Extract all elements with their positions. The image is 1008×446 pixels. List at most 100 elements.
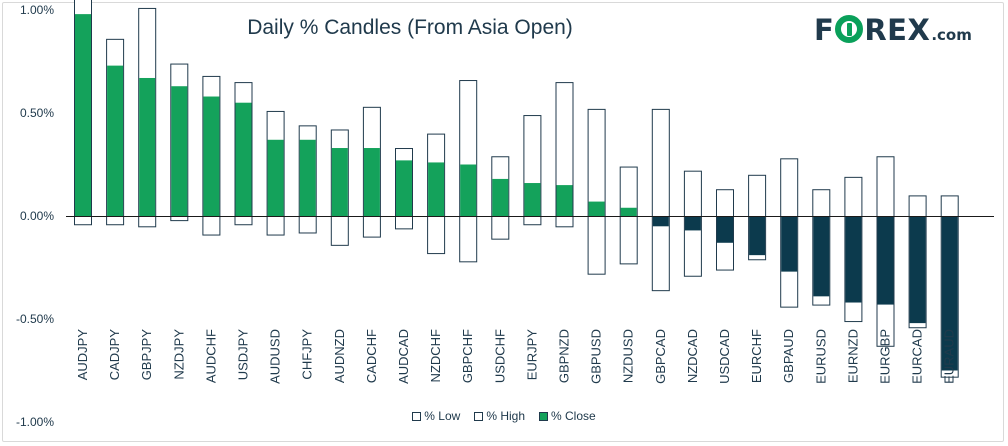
- x-tick-label: GBPCHF: [460, 329, 475, 383]
- bar-close: [171, 86, 188, 216]
- bar-close: [556, 185, 573, 216]
- legend-item-low: % Low: [412, 409, 460, 423]
- forex-logo: F REX .com: [814, 12, 972, 47]
- x-tick-label: EURCHF: [749, 329, 764, 383]
- bar-close: [684, 216, 701, 231]
- bar-low: [651, 216, 670, 292]
- bar-high: [780, 158, 799, 218]
- y-tick-label: 1.00%: [20, 3, 54, 17]
- bar-close: [588, 201, 605, 216]
- x-tick-label: EURGBP: [878, 329, 893, 384]
- x-tick-label: AUDNZD: [332, 329, 347, 383]
- bar-close: [877, 216, 894, 305]
- bar-low: [523, 216, 542, 226]
- legend-item-high: % High: [474, 409, 525, 423]
- y-tick-label: -1.00%: [16, 415, 54, 429]
- bar-close: [396, 160, 412, 216]
- x-tick-label: AUDJPY: [75, 329, 90, 381]
- bar-low: [138, 216, 157, 228]
- bar-low: [298, 216, 317, 234]
- x-tick-label: GBPUSD: [589, 329, 604, 384]
- bar-high: [683, 170, 702, 217]
- bar-low: [362, 216, 381, 238]
- bar-low: [74, 216, 92, 226]
- x-tick-label: NZDCHF: [428, 329, 443, 382]
- x-tick-label: USDJPY: [236, 329, 251, 381]
- bar-close: [813, 216, 830, 297]
- bar-low: [330, 216, 349, 246]
- bar-close: [652, 216, 669, 227]
- x-tick-label: AUDCHF: [203, 329, 218, 383]
- x-tick-label: AUDUSD: [268, 329, 283, 384]
- bar-close: [781, 216, 798, 272]
- x-tick-label: CADJPY: [107, 329, 122, 381]
- bar-close: [909, 216, 926, 324]
- bar-low: [619, 216, 638, 265]
- bar-close: [267, 139, 284, 216]
- x-tick-label: GBPNZD: [557, 329, 572, 383]
- y-tick-label: -0.50%: [16, 312, 54, 326]
- bar-high: [651, 108, 670, 217]
- logo-o-icon: [835, 15, 864, 43]
- bar-close: [524, 183, 541, 216]
- x-tick-label: EURJPY: [524, 329, 539, 381]
- bar-low: [491, 216, 510, 240]
- logo-text-before: F: [814, 13, 835, 47]
- x-tick-label: NZDCAD: [685, 329, 700, 383]
- legend: % Low % High % Close: [0, 409, 1008, 423]
- x-tick-label: GBPJPY: [139, 329, 154, 381]
- legend-swatch-close: [539, 411, 549, 421]
- x-tick-label: GBPCAD: [653, 329, 668, 384]
- chart-title: Daily % Candles (From Asia Open): [247, 16, 573, 39]
- bar-close: [941, 216, 958, 371]
- x-tick-label: GBPAUD: [781, 329, 796, 383]
- bar-close: [75, 14, 91, 217]
- bar-close: [139, 77, 156, 216]
- bar-low: [555, 216, 574, 228]
- logo-text-after: REX: [864, 13, 931, 47]
- bar-low: [106, 216, 125, 226]
- logo-suffix: .com: [931, 26, 972, 44]
- bar-low: [202, 216, 221, 236]
- y-tick-label: 0.50%: [20, 106, 54, 120]
- bar-high: [908, 195, 927, 217]
- bar-low: [266, 216, 285, 236]
- bar-low: [170, 216, 189, 222]
- bar-close: [363, 148, 380, 216]
- bar-close: [749, 216, 766, 256]
- bar-low: [587, 216, 606, 275]
- legend-swatch-low: [412, 411, 422, 421]
- bar-high: [844, 176, 863, 217]
- legend-swatch-high: [474, 411, 484, 421]
- x-tick-label: USDCHF: [492, 329, 507, 383]
- bar-close: [299, 139, 316, 216]
- x-tick-label: NZDJPY: [171, 329, 186, 380]
- x-tick-label: EURAUD: [942, 329, 957, 384]
- x-tick-label: USDCAD: [717, 329, 732, 384]
- legend-label-low: % Low: [424, 409, 461, 423]
- bar-high: [940, 195, 959, 217]
- bar-close: [717, 216, 733, 243]
- bar-close: [492, 178, 509, 216]
- bar-high: [748, 174, 767, 218]
- bar-close: [331, 148, 348, 216]
- x-tick-label: EURNZD: [845, 329, 860, 383]
- bar-high: [716, 189, 734, 218]
- bar-close: [845, 216, 862, 303]
- x-tick-label: CADCHF: [364, 329, 379, 383]
- x-tick-label: CHFJPY: [300, 329, 315, 380]
- bar-low: [427, 216, 446, 255]
- y-tick-label: 0.00%: [20, 209, 54, 223]
- bar-high: [812, 189, 831, 218]
- bar-low: [395, 216, 413, 230]
- bar-high: [876, 156, 895, 217]
- bar-close: [620, 207, 637, 216]
- x-tick-label: EURUSD: [813, 329, 828, 384]
- bar-close: [428, 162, 445, 216]
- x-tick-label: EURCAD: [910, 329, 925, 384]
- bar-low: [459, 216, 478, 263]
- bar-high: [587, 108, 606, 217]
- bar-close: [203, 96, 220, 216]
- legend-label-close: % Close: [551, 409, 596, 423]
